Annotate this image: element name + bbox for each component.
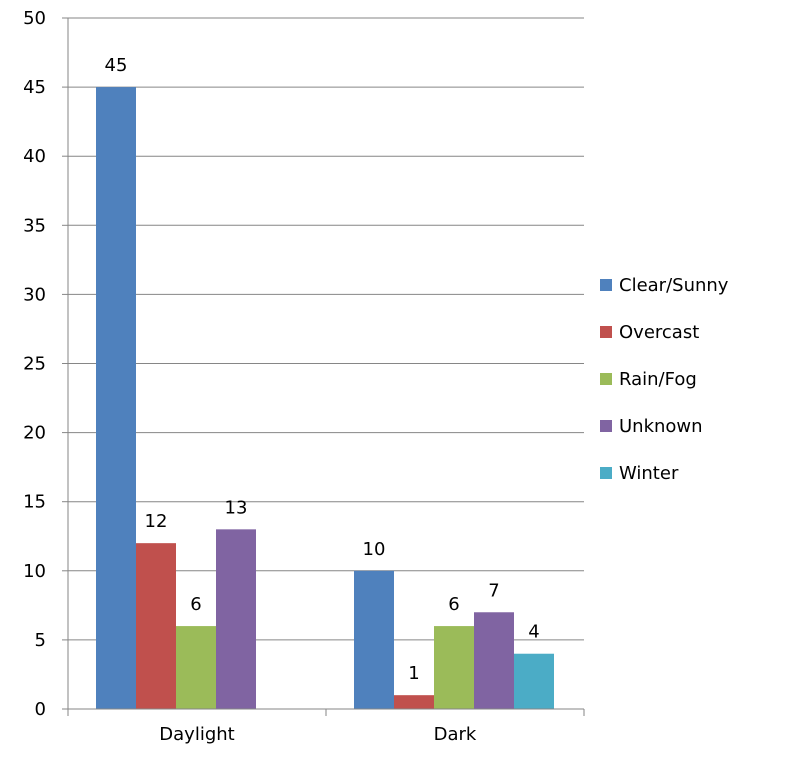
y-tick-label: 30: [23, 284, 46, 305]
legend-label: Overcast: [619, 322, 699, 343]
data-label: 6: [190, 594, 201, 615]
legend-label: Rain/Fog: [619, 369, 697, 390]
data-label: 4: [528, 622, 539, 643]
data-label: 6: [448, 594, 459, 615]
data-label: 10: [363, 539, 386, 560]
y-tick-label: 5: [35, 630, 46, 651]
y-tick-label: 15: [23, 492, 46, 513]
bar: [176, 626, 216, 709]
bar: [96, 87, 136, 710]
bar: [136, 543, 176, 709]
legend-swatch: [600, 279, 612, 291]
x-tick-label: Daylight: [159, 724, 234, 745]
data-label: 1: [408, 663, 419, 684]
legend-swatch: [600, 467, 612, 479]
data-label: 45: [105, 55, 128, 76]
bar: [434, 626, 474, 709]
legend-label: Winter: [619, 463, 679, 484]
y-tick-label: 0: [35, 699, 46, 720]
legend: Clear/Sunny Overcast Rain/Fog Unknown Winter: [600, 275, 729, 484]
bar: [514, 653, 554, 709]
y-tick-label: 40: [23, 146, 46, 167]
legend-swatch: [600, 373, 612, 385]
bars: [96, 87, 554, 710]
bar: [394, 695, 434, 709]
legend-swatch: [600, 326, 612, 338]
bar: [354, 570, 394, 709]
y-tick-label: 35: [23, 215, 46, 236]
axes: 0 5 10 15 20 25 30 35 40 45 50 Daylight Dark: [23, 8, 585, 745]
y-tick-label: 25: [23, 354, 46, 375]
legend-swatch: [600, 420, 612, 432]
bar: [216, 529, 256, 709]
x-tick-label: Dark: [434, 724, 477, 745]
y-tick-label: 50: [23, 8, 46, 29]
data-label: 12: [145, 511, 168, 532]
data-label: 7: [488, 580, 499, 601]
y-tick-label: 45: [23, 77, 46, 98]
bar: [474, 612, 514, 709]
legend-label: Clear/Sunny: [619, 275, 729, 296]
y-tick-label: 10: [23, 561, 46, 582]
y-tick-label: 20: [23, 423, 46, 444]
data-labels: 45 12 6 13 10 1 6 7 4: [105, 55, 540, 684]
legend-label: Unknown: [619, 416, 703, 437]
data-label: 13: [225, 497, 248, 518]
